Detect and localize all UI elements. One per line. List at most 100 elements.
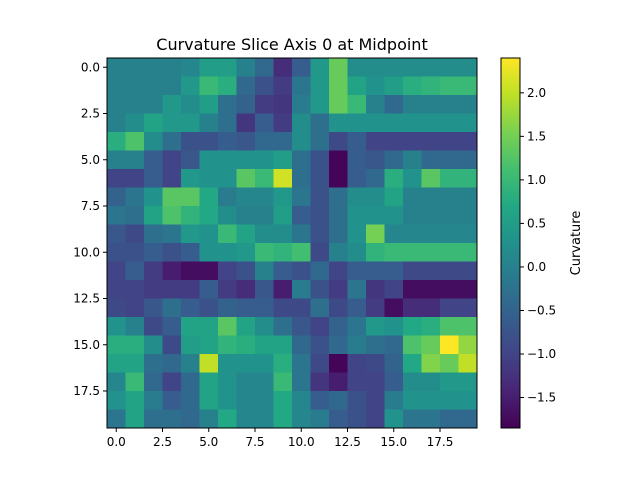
heatmap-cell [440, 206, 459, 225]
heatmap-cell [144, 150, 163, 170]
heatmap-cell [125, 317, 145, 336]
heatmap-cell [125, 372, 145, 392]
heatmap-cell [310, 187, 330, 207]
heatmap-cell [199, 372, 219, 392]
heatmap-cell [292, 243, 311, 262]
heatmap-cell [329, 95, 348, 114]
heatmap-cell [255, 298, 274, 318]
heatmap-cell [125, 354, 145, 373]
heatmap-cell [255, 95, 274, 114]
heatmap-cell [292, 113, 311, 133]
heatmap-cell [255, 409, 274, 429]
heatmap-cell [107, 113, 126, 133]
heatmap-cell [384, 187, 404, 207]
heatmap-cell [310, 150, 330, 170]
heatmap-cell [292, 169, 311, 188]
heatmap-cell [236, 335, 256, 355]
heatmap-cell [458, 113, 478, 133]
plot-frame [106, 57, 478, 429]
heatmap-cell [144, 354, 163, 373]
heatmap-cell [347, 409, 367, 429]
heatmap-cell [403, 317, 422, 336]
colorbar-tick-label: 2.0 [527, 86, 546, 100]
heatmap-cell [440, 335, 459, 355]
heatmap-cell [218, 372, 237, 392]
x-tick-label: 2.5 [153, 435, 172, 449]
heatmap-cell [403, 298, 422, 318]
heatmap-cell [255, 391, 274, 410]
heatmap-cell [310, 298, 330, 318]
heatmap-cell [458, 243, 478, 262]
heatmap-cell [366, 354, 385, 373]
heatmap-cell [310, 409, 330, 429]
heatmap-cell [440, 169, 459, 188]
heatmap-cell [125, 187, 145, 207]
heatmap-cell [384, 169, 404, 188]
heatmap-cell [366, 58, 385, 77]
heatmap-cell [384, 335, 404, 355]
heatmap-cell [218, 224, 237, 244]
heatmap-cell [292, 317, 311, 336]
heatmap-cell [292, 298, 311, 318]
heatmap-cell [292, 206, 311, 225]
heatmap-cell [366, 243, 385, 262]
heatmap-cell [107, 335, 126, 355]
heatmap-cell [421, 132, 441, 151]
heatmap-cell [403, 354, 422, 373]
heatmap-cell [403, 76, 422, 96]
heatmap-cell [236, 372, 256, 392]
heatmap-cell [366, 187, 385, 207]
heatmap-cell [384, 58, 404, 77]
heatmap-cell [181, 169, 200, 188]
heatmap-cell [403, 95, 422, 114]
heatmap-cell [255, 224, 274, 244]
heatmap-cell [199, 298, 219, 318]
heatmap-cell [107, 224, 126, 244]
heatmap-cell [366, 169, 385, 188]
colorbar-tick-label: 0.0 [527, 260, 546, 274]
heatmap-cell [384, 113, 404, 133]
heatmap-cell [310, 335, 330, 355]
x-tick-label: 0.0 [107, 435, 126, 449]
heatmap-cell [107, 317, 126, 336]
heatmap-cell [310, 354, 330, 373]
heatmap-cell [273, 354, 293, 373]
heatmap-cell [273, 391, 293, 410]
heatmap-cell [384, 409, 404, 429]
heatmap-cell [458, 187, 478, 207]
heatmap-cell [181, 280, 200, 299]
heatmap-cell [440, 76, 459, 96]
heatmap-cell [273, 113, 293, 133]
y-tick-label: 17.5 [73, 384, 100, 398]
heatmap-cell [107, 354, 126, 373]
heatmap-cell [403, 187, 422, 207]
heatmap-cell [144, 261, 163, 281]
heatmap-cell [162, 409, 182, 429]
heatmap-cell [144, 169, 163, 188]
heatmap-cell [162, 372, 182, 392]
heatmap-cell [107, 243, 126, 262]
heatmap-cell [310, 132, 330, 151]
heatmap-cell [384, 317, 404, 336]
heatmap-cell [255, 317, 274, 336]
heatmap-cell [181, 206, 200, 225]
heatmap-cell [125, 132, 145, 151]
heatmap-cell [366, 206, 385, 225]
heatmap-cell [329, 261, 348, 281]
heatmap-cell [292, 261, 311, 281]
heatmap-cell [144, 280, 163, 299]
heatmap-cell [458, 58, 478, 77]
y-axis: 0.0 2.5 5.0 7.5 10.0 12.5 15.0 17.5 [73, 60, 107, 398]
colorbar-tick-label: −1.0 [527, 347, 556, 361]
heatmap-cell [218, 280, 237, 299]
heatmap-cell [440, 224, 459, 244]
heatmap-cell [421, 95, 441, 114]
heatmap-cell [366, 317, 385, 336]
x-tick-label: 7.5 [245, 435, 264, 449]
heatmap-cell [162, 95, 182, 114]
heatmap-cell [310, 280, 330, 299]
heatmap-cell [329, 243, 348, 262]
heatmap-cell [421, 58, 441, 77]
heatmap-cell [255, 243, 274, 262]
heatmap-cell [329, 187, 348, 207]
